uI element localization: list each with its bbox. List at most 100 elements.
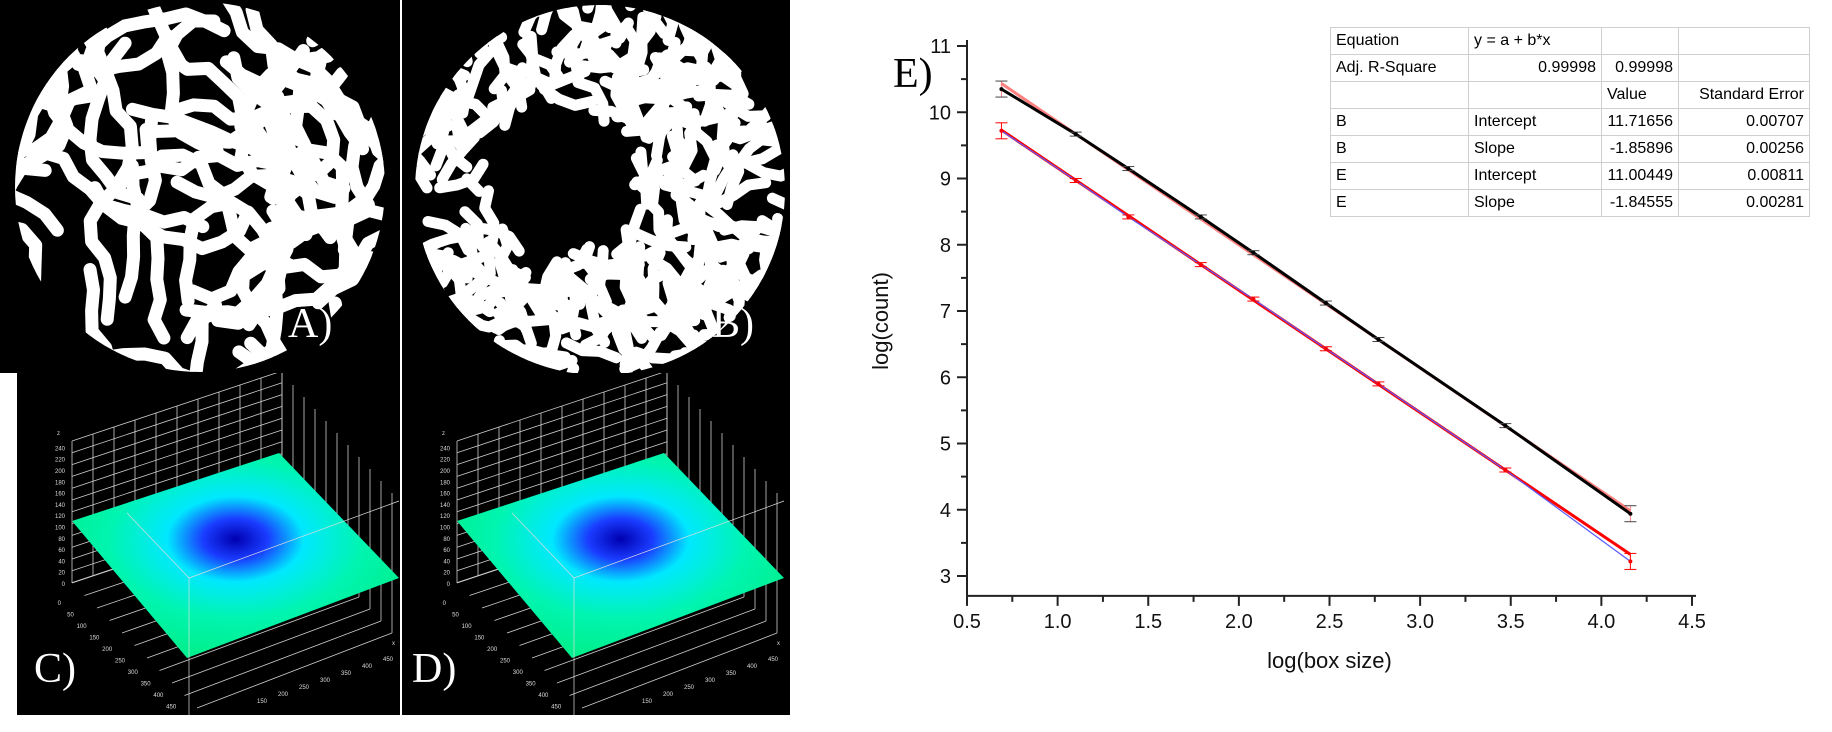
white-blob (234, 100, 337, 245)
table-cell: 0.00811 (1678, 162, 1810, 190)
white-blob (742, 158, 785, 182)
white-blob (692, 234, 755, 255)
data-point (999, 128, 1004, 133)
y-tick-label: 50 (452, 613, 459, 619)
grid-line (544, 596, 745, 671)
table-cell (1468, 81, 1602, 109)
y-tick-label: 350 (141, 682, 152, 688)
z-tick-label: 160 (440, 492, 451, 498)
y-tick-label: 250 (500, 659, 511, 665)
white-blob (577, 51, 639, 74)
panel-d-label: D) (412, 646, 457, 692)
y-tick-label: 450 (551, 705, 562, 711)
data-point (999, 87, 1004, 92)
table-row: Equation y = a + b*x (1330, 27, 1810, 55)
fit-results-table: Equation y = a + b*x Adj. R-Square 0.99998 0… (1330, 27, 1810, 217)
table-cell (1678, 27, 1810, 55)
z-tick-label: 40 (58, 559, 65, 565)
white-blob (517, 348, 578, 372)
box-edge (188, 500, 400, 579)
z-tick-label: 0 (62, 582, 66, 588)
box-edge (573, 500, 785, 579)
table-row: B Slope -1.85896 0.00256 (1330, 135, 1810, 163)
white-blob (460, 222, 491, 282)
white-blob (15, 38, 74, 209)
z-tick-label: 80 (58, 537, 65, 543)
grid-line (456, 441, 668, 513)
table-cell: -1.85896 (1601, 135, 1679, 163)
z-tick-label: 20 (443, 571, 450, 577)
x-tick-label: 4.0 (1587, 611, 1615, 633)
z-axis-label: z (57, 431, 60, 437)
white-blob (96, 347, 273, 372)
white-blob (656, 62, 711, 95)
x-tick-label: 1.0 (1044, 611, 1072, 633)
data-point (1198, 214, 1203, 219)
grid-line (581, 632, 778, 709)
y-tick-label: 9 (940, 169, 951, 191)
white-blob (465, 283, 522, 317)
y-tick-label: 300 (513, 670, 524, 676)
white-blob (415, 159, 433, 194)
z-tick-label: 100 (55, 526, 66, 532)
z-tick-label: 100 (440, 526, 451, 532)
z-tick-label: 20 (58, 571, 65, 577)
white-blob (766, 192, 785, 233)
binary-pattern-a (15, 2, 385, 372)
white-blob (595, 5, 621, 33)
grid-line (71, 429, 283, 501)
y-tick-label: 400 (153, 693, 164, 699)
white-blob (564, 20, 610, 68)
white-blob (125, 159, 255, 256)
panel-b-binary-image: B) (402, 0, 790, 373)
z-tick-label: 200 (440, 469, 451, 475)
white-blob (647, 247, 666, 310)
table-cell: Slope (1468, 135, 1602, 163)
x-tick-label: 150 (257, 699, 268, 705)
grid-line (71, 406, 283, 477)
table-cell: Equation (1330, 27, 1469, 55)
table-cell: E (1330, 162, 1469, 190)
white-blob (415, 104, 455, 156)
data-point (1073, 132, 1078, 137)
z-tick-label: 240 (440, 446, 451, 452)
z-tick-label: 180 (55, 480, 66, 486)
x-tick-label: 150 (642, 699, 653, 705)
table-cell: 11.00449 (1601, 162, 1679, 190)
x-tick-label: 0.5 (953, 611, 981, 633)
white-blob (436, 132, 480, 185)
y-tick-label: 200 (487, 647, 498, 653)
panel-b-label: B) (712, 301, 754, 347)
grid-line (159, 596, 360, 671)
white-blob (264, 198, 385, 237)
white-blob (422, 216, 474, 256)
grid-line (196, 632, 393, 709)
x-tick-label: 300 (320, 678, 331, 684)
data-point (1126, 166, 1131, 171)
table-cell: 0.00707 (1678, 108, 1810, 136)
panel-e-label: E) (893, 51, 933, 97)
table-cell (1601, 27, 1679, 55)
white-blob (660, 214, 695, 270)
x-tick-label: 2.5 (1316, 611, 1344, 633)
x-axis-label: x (392, 641, 395, 647)
white-blob (584, 259, 645, 285)
white-blob (462, 46, 497, 104)
white-blob (211, 222, 353, 330)
white-blob (520, 264, 573, 301)
grid-line (456, 417, 668, 489)
white-blob (461, 173, 485, 197)
surface-plot-d: 020406080100120140160180200220240z050100… (440, 373, 785, 715)
white-blob (629, 54, 677, 103)
grid-line (71, 394, 283, 465)
x-tick-label: 4.5 (1678, 611, 1706, 633)
z-tick-label: 240 (55, 446, 66, 452)
z-tick-label: 180 (440, 480, 451, 486)
panel-c-surface-plot: 0 20 40 60 80 100 120 140 160 180 200 220 240 z 0 50 100… (17, 373, 400, 715)
white-blob (733, 122, 784, 169)
z-tick-label: 60 (58, 548, 65, 554)
x-tick-label: 3.0 (1406, 611, 1434, 633)
grid-line (71, 441, 283, 513)
table-cell: -1.84555 (1601, 189, 1679, 217)
